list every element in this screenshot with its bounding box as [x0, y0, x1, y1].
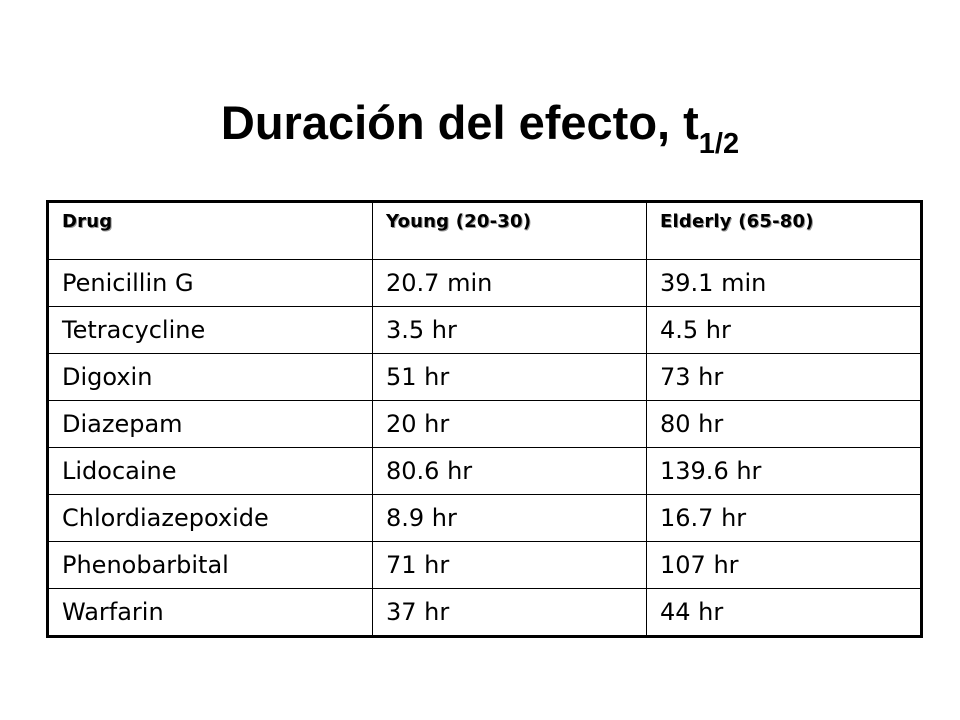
elderly-half-life-cell: 16.7 hr	[646, 494, 922, 542]
young-half-life-cell: 51 hr	[372, 353, 647, 401]
column-header-young: Young (20-30)	[372, 201, 647, 260]
elderly-half-life-cell: 4.5 hr	[646, 306, 922, 354]
young-half-life-cell: 20 hr	[372, 400, 647, 448]
drug-name-cell: Phenobarbital	[47, 541, 373, 589]
table-row: Warfarin 37 hr 44 hr	[47, 588, 922, 637]
table-row: Phenobarbital 71 hr 107 hr	[47, 541, 922, 589]
slide-title: Duración del efecto, t1/2	[0, 93, 960, 160]
young-half-life-cell: 80.6 hr	[372, 447, 647, 495]
header-row: Drug Young (20-30) Elderly (65-80)	[47, 201, 922, 260]
drug-name-cell: Warfarin	[47, 588, 373, 637]
table-row: Penicillin G 20.7 min 39.1 min	[47, 259, 922, 307]
table-row: Tetracycline 3.5 hr 4.5 hr	[47, 306, 922, 354]
drug-name-cell: Lidocaine	[47, 447, 373, 495]
young-half-life-cell: 20.7 min	[372, 259, 647, 307]
column-header-elderly: Elderly (65-80)	[646, 201, 922, 260]
elderly-half-life-cell: 39.1 min	[646, 259, 922, 307]
slide-title-subscript: 1/2	[698, 128, 740, 161]
young-half-life-cell: 8.9 hr	[372, 494, 647, 542]
elderly-half-life-cell: 80 hr	[646, 400, 922, 448]
table-row: Diazepam 20 hr 80 hr	[47, 400, 922, 448]
drug-name-cell: Tetracycline	[47, 306, 373, 354]
elderly-half-life-cell: 107 hr	[646, 541, 922, 589]
elderly-half-life-cell: 139.6 hr	[646, 447, 922, 495]
drug-name-cell: Digoxin	[47, 353, 373, 401]
half-life-table: Drug Young (20-30) Elderly (65-80) Penic…	[46, 200, 923, 638]
column-header-drug: Drug	[47, 201, 373, 260]
table-header: Drug Young (20-30) Elderly (65-80)	[47, 201, 922, 260]
young-half-life-cell: 71 hr	[372, 541, 647, 589]
table-row: Digoxin 51 hr 73 hr	[47, 353, 922, 401]
drug-name-cell: Penicillin G	[47, 259, 373, 307]
elderly-half-life-cell: 73 hr	[646, 353, 922, 401]
table-row: Lidocaine 80.6 hr 139.6 hr	[47, 447, 922, 495]
drug-name-cell: Chlordiazepoxide	[47, 494, 373, 542]
young-half-life-cell: 3.5 hr	[372, 306, 647, 354]
young-half-life-cell: 37 hr	[372, 588, 647, 637]
slide-title-text: Duración del efecto, t	[220, 96, 699, 150]
table-body: Penicillin G 20.7 min 39.1 min Tetracycl…	[47, 259, 922, 637]
elderly-half-life-cell: 44 hr	[646, 588, 922, 637]
table-row: Chlordiazepoxide 8.9 hr 16.7 hr	[47, 494, 922, 542]
drug-name-cell: Diazepam	[47, 400, 373, 448]
